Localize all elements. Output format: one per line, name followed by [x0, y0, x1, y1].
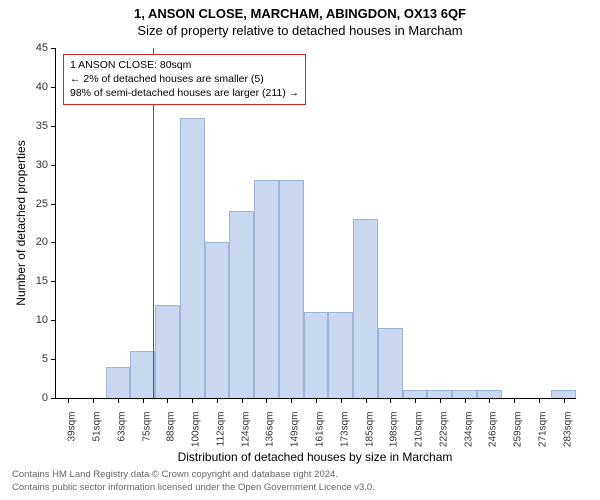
- histogram-bar: [378, 328, 403, 398]
- x-tick-mark: [390, 398, 391, 403]
- x-tick-mark: [167, 398, 168, 403]
- y-tick-label: 20: [36, 236, 48, 248]
- y-tick-mark: [51, 359, 56, 360]
- x-tick-mark: [564, 398, 565, 403]
- y-tick-mark: [51, 87, 56, 88]
- y-tick-mark: [51, 320, 56, 321]
- chart-subtitle: Size of property relative to detached ho…: [0, 23, 600, 38]
- x-tick-mark: [415, 398, 416, 403]
- annotation-box: 1 ANSON CLOSE: 80sqm ← 2% of detached ho…: [63, 54, 306, 105]
- x-tick-label: 210sqm: [414, 412, 425, 448]
- x-tick-label: 173sqm: [339, 412, 350, 448]
- x-tick-label: 88sqm: [166, 412, 177, 442]
- histogram-bar: [254, 180, 279, 398]
- footer-line-2: Contains public sector information licen…: [12, 482, 375, 494]
- annotation-line-3: 98% of semi-detached houses are larger (…: [70, 86, 299, 100]
- histogram-bar: [229, 211, 254, 398]
- histogram-bar: [427, 390, 452, 398]
- x-tick-label: 63sqm: [116, 412, 127, 442]
- y-tick-mark: [51, 281, 56, 282]
- x-tick-label: 234sqm: [463, 412, 474, 448]
- x-tick-mark: [465, 398, 466, 403]
- x-tick-label: 222sqm: [438, 412, 449, 448]
- x-tick-mark: [93, 398, 94, 403]
- x-tick-label: 112sqm: [215, 412, 226, 447]
- histogram-bar: [106, 367, 131, 398]
- y-tick-mark: [51, 126, 56, 127]
- y-tick-label: 40: [36, 81, 48, 93]
- y-tick-mark: [51, 242, 56, 243]
- x-axis-label: Distribution of detached houses by size …: [178, 450, 453, 464]
- x-tick-label: 136sqm: [265, 412, 276, 448]
- histogram-bar: [551, 390, 576, 398]
- x-tick-mark: [143, 398, 144, 403]
- chart-title: 1, ANSON CLOSE, MARCHAM, ABINGDON, OX13 …: [0, 0, 600, 21]
- x-tick-label: 39sqm: [67, 412, 78, 442]
- y-tick-label: 30: [36, 159, 48, 171]
- histogram-bar: [477, 390, 502, 398]
- x-tick-mark: [217, 398, 218, 403]
- x-tick-label: 198sqm: [389, 412, 400, 448]
- histogram-bar: [452, 390, 477, 398]
- x-tick-mark: [266, 398, 267, 403]
- x-tick-label: 124sqm: [240, 412, 251, 448]
- x-tick-label: 283sqm: [562, 412, 573, 448]
- y-tick-mark: [51, 48, 56, 49]
- y-tick-label: 5: [42, 353, 48, 365]
- x-tick-mark: [118, 398, 119, 403]
- chart-container: 1, ANSON CLOSE, MARCHAM, ABINGDON, OX13 …: [0, 0, 600, 500]
- y-tick-label: 0: [42, 392, 48, 404]
- x-tick-mark: [514, 398, 515, 403]
- x-tick-label: 271sqm: [537, 412, 548, 448]
- histogram-bar: [180, 118, 205, 398]
- x-tick-mark: [242, 398, 243, 403]
- y-tick-label: 35: [36, 120, 48, 132]
- histogram-bar: [353, 219, 378, 398]
- x-tick-label: 51sqm: [92, 412, 103, 442]
- x-tick-mark: [489, 398, 490, 403]
- histogram-bar: [130, 351, 155, 398]
- x-tick-mark: [440, 398, 441, 403]
- y-tick-label: 10: [36, 314, 48, 326]
- x-tick-label: 246sqm: [488, 412, 499, 448]
- x-tick-mark: [68, 398, 69, 403]
- x-tick-mark: [539, 398, 540, 403]
- histogram-bar: [155, 305, 180, 398]
- y-axis-label: Number of detached properties: [14, 140, 28, 305]
- x-tick-label: 259sqm: [513, 412, 524, 448]
- histogram-bar: [403, 390, 428, 398]
- x-tick-mark: [291, 398, 292, 403]
- footer-line-1: Contains HM Land Registry data © Crown c…: [12, 469, 375, 481]
- x-tick-label: 185sqm: [364, 412, 375, 448]
- histogram-bar: [304, 312, 329, 398]
- y-tick-label: 45: [36, 42, 48, 54]
- x-tick-label: 161sqm: [315, 412, 326, 448]
- x-tick-mark: [366, 398, 367, 403]
- y-tick-label: 25: [36, 198, 48, 210]
- x-tick-mark: [341, 398, 342, 403]
- y-tick-mark: [51, 398, 56, 399]
- histogram-bar: [328, 312, 353, 398]
- x-tick-label: 75sqm: [141, 412, 152, 442]
- histogram-bar: [279, 180, 304, 398]
- x-tick-mark: [316, 398, 317, 403]
- annotation-line-1: 1 ANSON CLOSE: 80sqm: [70, 58, 299, 72]
- x-tick-label: 100sqm: [191, 412, 202, 448]
- x-tick-mark: [192, 398, 193, 403]
- y-tick-mark: [51, 165, 56, 166]
- y-tick-mark: [51, 204, 56, 205]
- annotation-line-2: ← 2% of detached houses are smaller (5): [70, 72, 299, 86]
- histogram-bar: [205, 242, 230, 398]
- y-tick-label: 15: [36, 275, 48, 287]
- footer-attribution: Contains HM Land Registry data © Crown c…: [12, 469, 375, 494]
- x-tick-label: 149sqm: [290, 412, 301, 448]
